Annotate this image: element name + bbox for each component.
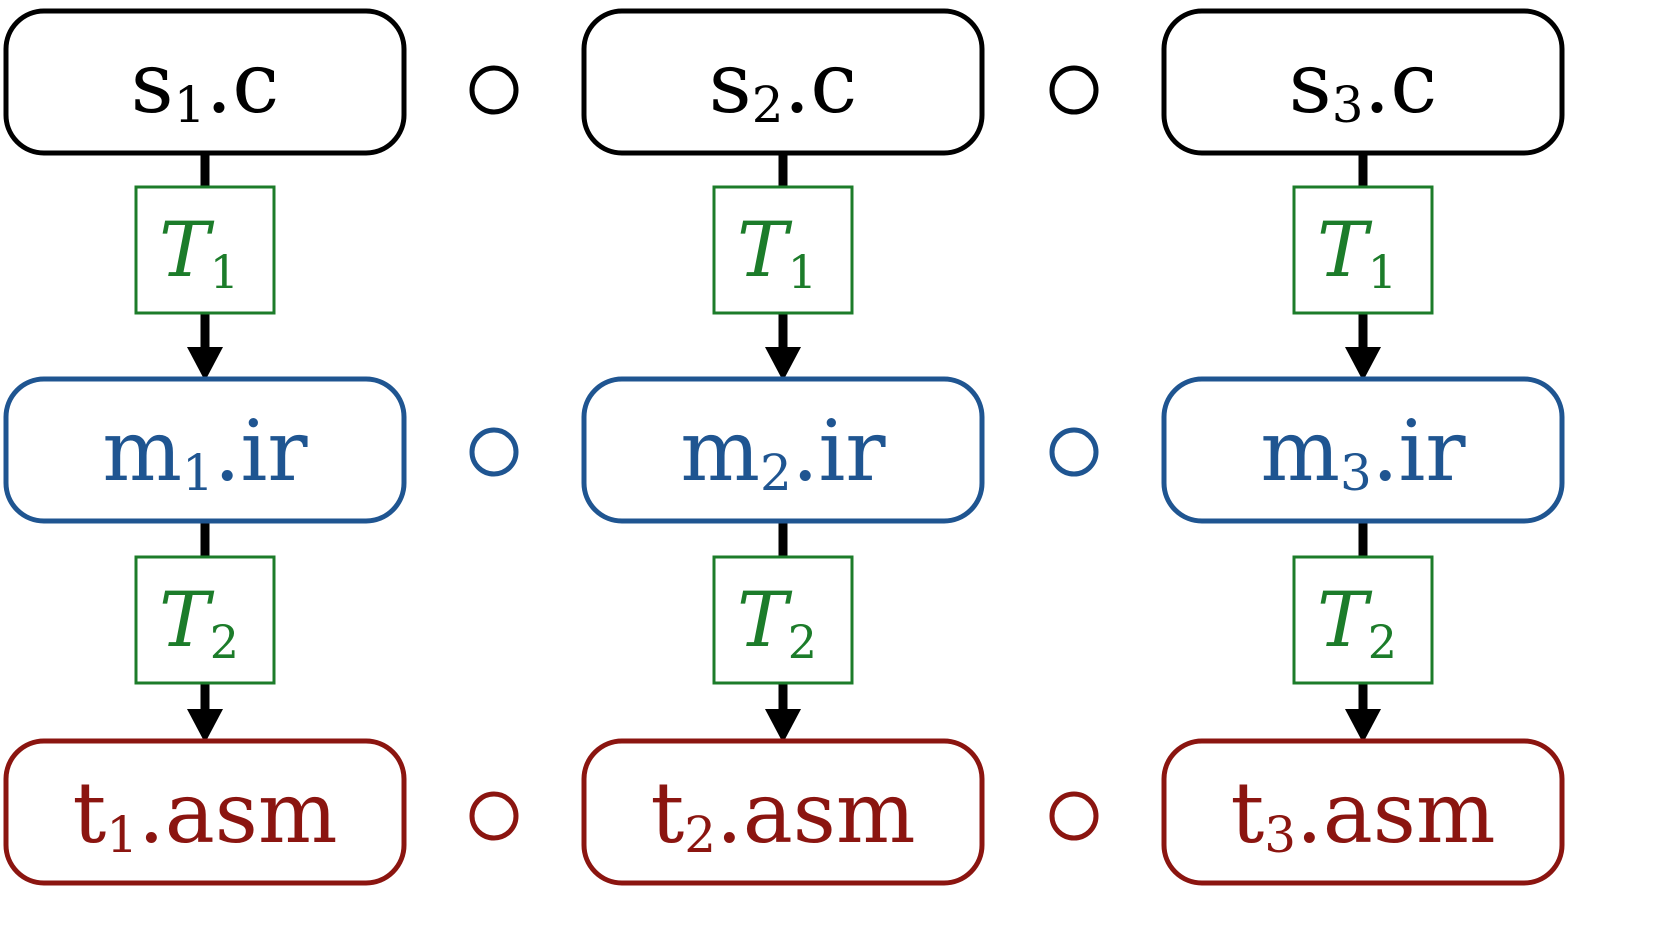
compose-asm-2 xyxy=(1049,791,1099,841)
transform-1-box-1-label: T1 xyxy=(159,205,239,299)
source-node-3-label: s3.c xyxy=(1289,34,1438,134)
transform-2-box-1: T2 xyxy=(134,555,276,685)
ir-node-1: m1.ir xyxy=(3,376,407,524)
transform-2-box-3: T2 xyxy=(1292,555,1434,685)
source-node-2-label: s2.c xyxy=(709,34,858,134)
transform-2-box-1-label: T2 xyxy=(159,575,239,669)
transform-2-box-2: T2 xyxy=(712,555,854,685)
compose-ir-1 xyxy=(469,427,519,477)
asm-node-2: t2.asm xyxy=(581,738,985,886)
compose-ir-2 xyxy=(1049,427,1099,477)
source-node-1-label: s1.c xyxy=(131,34,280,134)
asm-node-3-label: t3.asm xyxy=(1230,764,1495,864)
transform-1-box-3-label: T1 xyxy=(1317,205,1397,299)
asm-node-1-label: t1.asm xyxy=(72,764,337,864)
transform-2-box-2-label: T2 xyxy=(737,575,817,669)
ir-node-1-label: m1.ir xyxy=(102,402,308,502)
transform-1-box-3: T1 xyxy=(1292,185,1434,315)
compose-source-2 xyxy=(1049,65,1099,115)
compose-source-1 xyxy=(469,65,519,115)
source-node-1: s1.c xyxy=(3,8,407,156)
source-node-2: s2.c xyxy=(581,8,985,156)
asm-node-3: t3.asm xyxy=(1161,738,1565,886)
transform-1-box-1: T1 xyxy=(134,185,276,315)
ir-node-3: m3.ir xyxy=(1161,376,1565,524)
asm-node-1: t1.asm xyxy=(3,738,407,886)
ir-node-3-label: m3.ir xyxy=(1260,402,1466,502)
transform-1-box-2: T1 xyxy=(712,185,854,315)
ir-node-2-label: m2.ir xyxy=(680,402,886,502)
source-node-3: s3.c xyxy=(1161,8,1565,156)
compose-asm-1 xyxy=(469,791,519,841)
asm-node-2-label: t2.asm xyxy=(650,764,915,864)
transform-2-box-3-label: T2 xyxy=(1317,575,1397,669)
transform-1-box-2-label: T1 xyxy=(737,205,817,299)
ir-node-2: m2.ir xyxy=(581,376,985,524)
